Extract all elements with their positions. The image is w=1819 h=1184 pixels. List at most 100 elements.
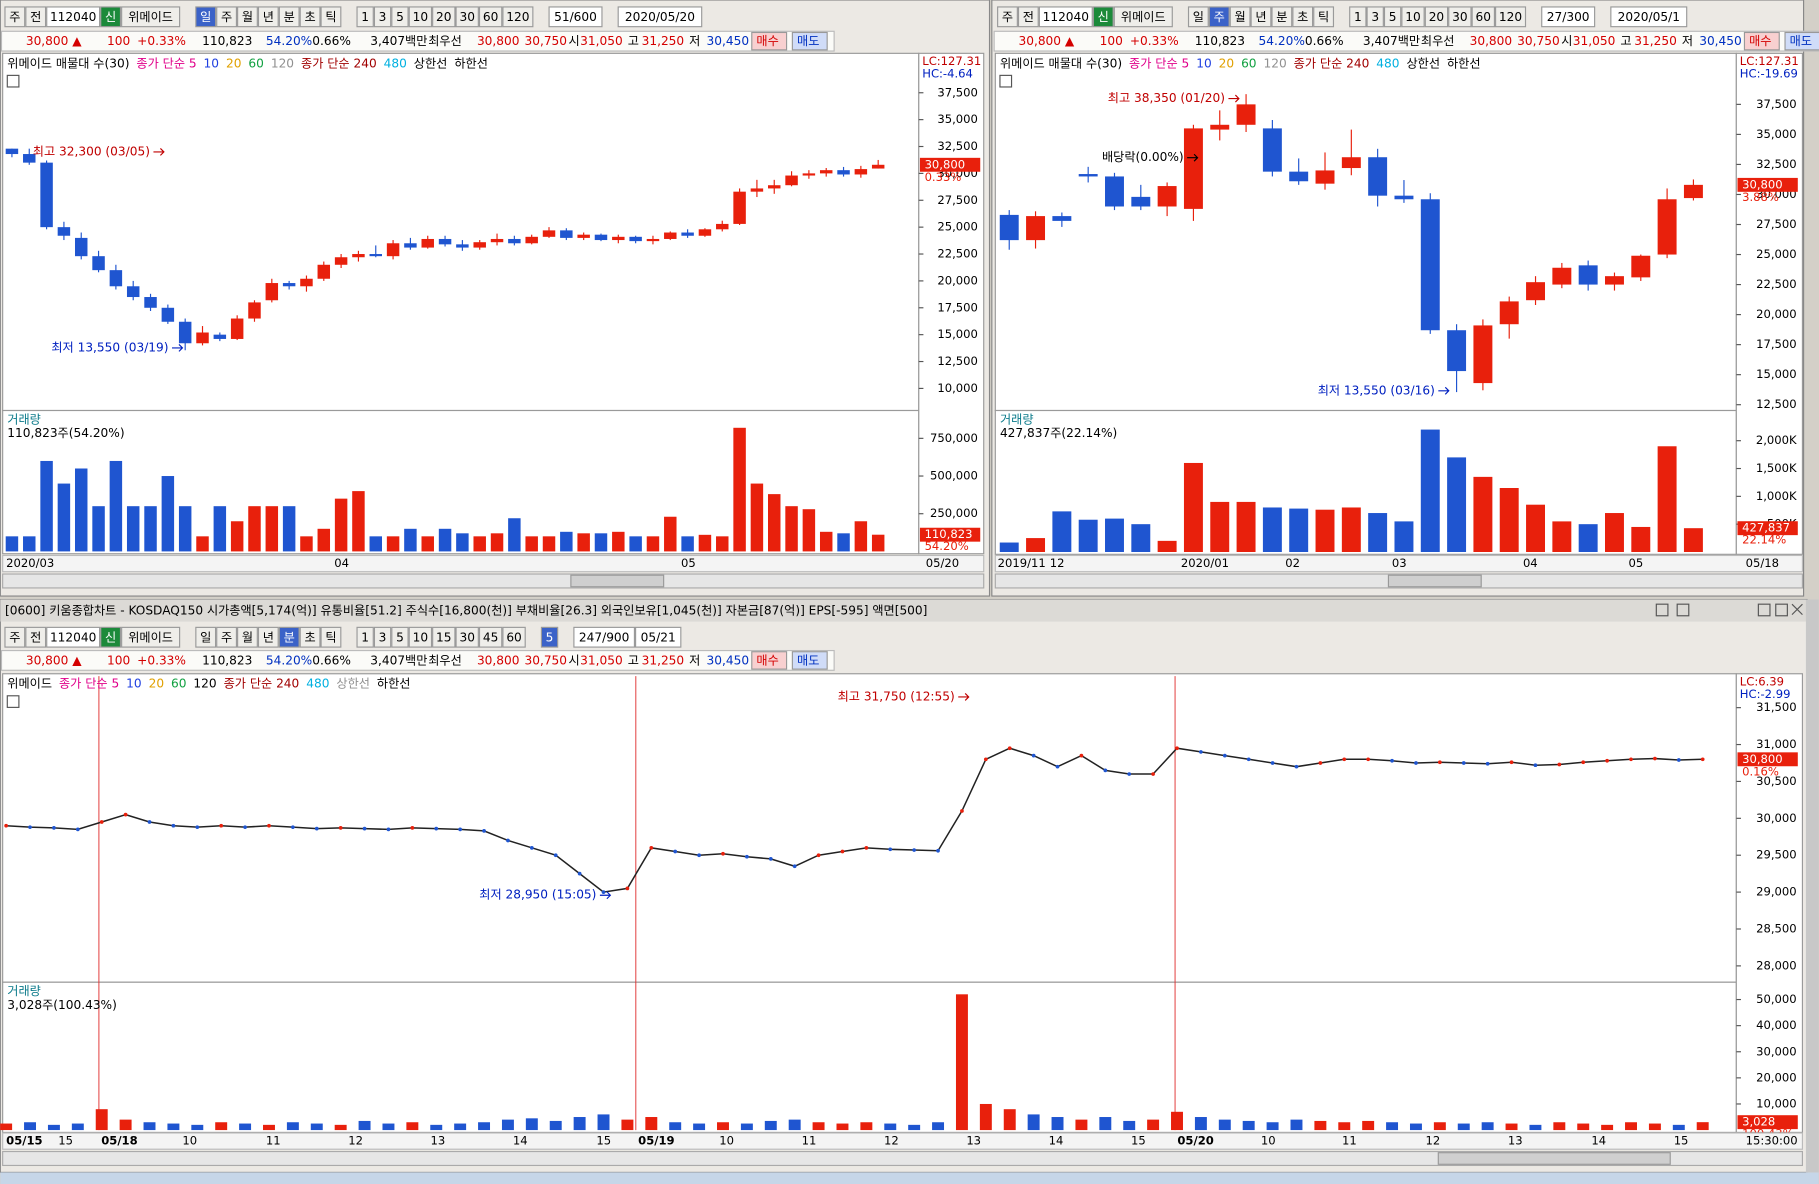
volume-bar bbox=[490, 533, 504, 552]
volume-bar bbox=[300, 536, 313, 552]
toolbar-button[interactable] bbox=[237, 6, 258, 28]
toolbar-button[interactable] bbox=[1208, 6, 1230, 28]
scrollbar[interactable] bbox=[2, 573, 985, 589]
toolbar-button[interactable] bbox=[1448, 6, 1472, 28]
toolbar-button[interactable] bbox=[299, 6, 321, 28]
x-tick-label: 05/18 bbox=[101, 1134, 137, 1148]
volume-bar bbox=[1026, 538, 1046, 552]
scroll-thumb[interactable] bbox=[1387, 574, 1482, 588]
scroll-thumb[interactable] bbox=[570, 574, 665, 588]
legend-icon bbox=[6, 695, 20, 708]
toolbar-button[interactable] bbox=[320, 626, 342, 648]
legend-item: 120 bbox=[193, 677, 216, 691]
toolbar-button[interactable] bbox=[1313, 6, 1335, 28]
toolbar-button[interactable] bbox=[257, 6, 279, 28]
toolbar-button[interactable] bbox=[1424, 6, 1449, 28]
toolbar-button[interactable] bbox=[1113, 6, 1173, 28]
order-button[interactable] bbox=[751, 31, 788, 51]
toolbar-button[interactable] bbox=[1471, 6, 1496, 28]
scroll-thumb[interactable] bbox=[1437, 1152, 1671, 1165]
toolbar-button[interactable] bbox=[1366, 6, 1384, 28]
toolbar-button[interactable] bbox=[1292, 6, 1314, 28]
toolbar-button[interactable] bbox=[432, 626, 456, 648]
toolbar-button[interactable] bbox=[25, 626, 47, 648]
toolbar-button[interactable] bbox=[1401, 6, 1425, 28]
toolbar-button[interactable] bbox=[216, 6, 238, 28]
minimize-button[interactable] bbox=[1757, 603, 1771, 617]
toolbar-button[interactable] bbox=[46, 626, 101, 648]
toolbar-button[interactable] bbox=[997, 6, 1018, 28]
toolbar-button[interactable] bbox=[1229, 6, 1251, 28]
candle-body bbox=[57, 227, 71, 236]
toolbar-button[interactable] bbox=[617, 6, 703, 28]
toolbar-button[interactable] bbox=[1610, 6, 1688, 28]
order-button[interactable] bbox=[1784, 31, 1819, 51]
toolbar-button[interactable] bbox=[299, 626, 321, 648]
toolbar-button[interactable] bbox=[408, 626, 433, 648]
legend-item: 상한선 bbox=[336, 677, 370, 691]
toolbar-button[interactable] bbox=[1092, 6, 1114, 28]
order-button[interactable] bbox=[1743, 31, 1780, 51]
order-button[interactable] bbox=[791, 651, 828, 670]
toolbar-button[interactable] bbox=[356, 626, 374, 648]
price-point bbox=[745, 854, 749, 859]
toolbar-button[interactable] bbox=[502, 626, 526, 648]
volume-bar bbox=[386, 536, 400, 552]
scrollbar[interactable] bbox=[2, 1150, 1804, 1167]
toolbar-button[interactable] bbox=[278, 6, 300, 28]
toolbar-button[interactable] bbox=[548, 6, 603, 28]
toolbar-button[interactable] bbox=[4, 626, 26, 648]
toolbar-button[interactable] bbox=[408, 6, 433, 28]
y-tick-label: 30,500 bbox=[1756, 774, 1797, 788]
toolbar-button[interactable] bbox=[100, 626, 122, 648]
toolbar-button[interactable] bbox=[635, 626, 682, 648]
toolbar-button[interactable] bbox=[1038, 6, 1093, 28]
axis-area bbox=[918, 52, 985, 555]
toolbar-button[interactable] bbox=[320, 6, 342, 28]
toolbar-button[interactable] bbox=[1541, 6, 1596, 28]
close-button[interactable] bbox=[1791, 603, 1803, 616]
toolbar-button[interactable] bbox=[1271, 6, 1293, 28]
toolbar-button[interactable] bbox=[1250, 6, 1272, 28]
toolbar-button[interactable] bbox=[391, 626, 409, 648]
toolbar-button[interactable] bbox=[278, 626, 300, 648]
toolbar-button[interactable] bbox=[356, 6, 374, 28]
toolbar-button[interactable] bbox=[432, 6, 456, 28]
toolbar-button[interactable] bbox=[25, 6, 47, 28]
maximize-button[interactable] bbox=[1775, 603, 1788, 617]
toolbar-button[interactable] bbox=[257, 626, 279, 648]
toolbar-button[interactable] bbox=[455, 626, 479, 648]
toolbar-button[interactable] bbox=[502, 6, 534, 28]
toolbar-button[interactable] bbox=[1187, 6, 1209, 28]
toolbar-button[interactable] bbox=[46, 6, 101, 28]
toolbar-button[interactable] bbox=[195, 6, 217, 28]
toolbar-button[interactable] bbox=[540, 626, 559, 648]
order-button[interactable] bbox=[751, 651, 788, 670]
candle-body bbox=[473, 242, 486, 248]
volume-tick-label: 250,000 bbox=[930, 506, 978, 520]
toolbar-button[interactable] bbox=[195, 626, 217, 648]
toolbar-button[interactable] bbox=[237, 626, 258, 648]
toolbar-button[interactable] bbox=[216, 626, 238, 648]
toolbar-button[interactable] bbox=[573, 626, 636, 648]
toolbar-button[interactable] bbox=[373, 626, 392, 648]
toolbar-button[interactable] bbox=[1349, 6, 1367, 28]
window-button[interactable] bbox=[1676, 603, 1690, 617]
toolbar-button[interactable] bbox=[455, 6, 479, 28]
toolbar-button[interactable] bbox=[1017, 6, 1039, 28]
volume-bar bbox=[369, 536, 382, 552]
toolbar-button[interactable] bbox=[1495, 6, 1527, 28]
toolbar-button[interactable] bbox=[373, 6, 392, 28]
toolbar-button[interactable] bbox=[1383, 6, 1402, 28]
order-button[interactable] bbox=[791, 31, 828, 51]
toolbar-button[interactable] bbox=[478, 626, 503, 648]
toolbar-button[interactable] bbox=[100, 6, 122, 28]
quote-field: 100 bbox=[107, 653, 130, 667]
toolbar-button[interactable] bbox=[121, 6, 181, 28]
quote-field: 31,250 bbox=[642, 34, 685, 48]
toolbar-button[interactable] bbox=[391, 6, 409, 28]
toolbar-button[interactable] bbox=[4, 6, 26, 28]
window-button[interactable] bbox=[1655, 603, 1669, 617]
toolbar-button[interactable] bbox=[121, 626, 181, 648]
toolbar-button[interactable] bbox=[478, 6, 503, 28]
